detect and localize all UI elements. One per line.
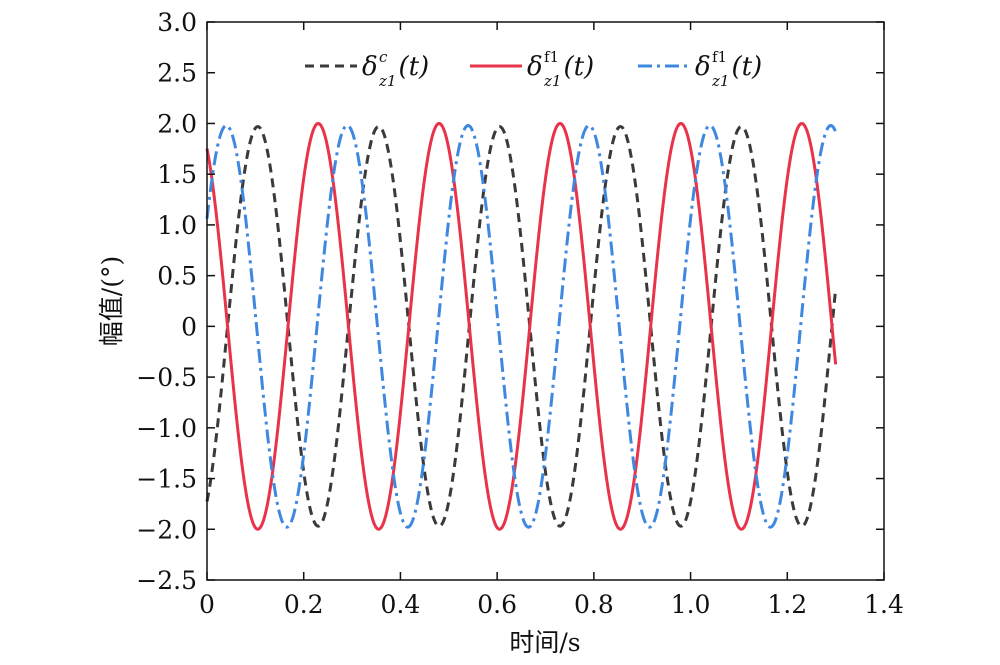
series-line-2 xyxy=(205,121,838,531)
legend-label: δf1 z1(t) xyxy=(695,48,762,90)
y-tick-label: 1.5 xyxy=(157,160,197,189)
x-tick-label: 0.2 xyxy=(284,590,324,619)
y-tick-label: 0 xyxy=(181,312,197,341)
y-tick-label: −1.5 xyxy=(136,465,197,494)
series-line-3 xyxy=(205,123,838,529)
y-tick-label: 1.0 xyxy=(157,211,197,240)
y-tick-label: 2.5 xyxy=(157,59,197,88)
x-tick-label: 1.2 xyxy=(767,590,807,619)
y-tick-label: −1.0 xyxy=(136,414,197,443)
x-tick-label: 1.0 xyxy=(671,590,711,619)
y-axis: −2.5 −2.0 −1.5 −1.0 −0.5 0 0.5 1.0 1.5 2.0 2.5 3.0 xyxy=(136,8,884,595)
x-axis: 0 0.2 0.4 0.6 0.8 1.0 1.2 1.4 xyxy=(199,22,904,619)
x-tick-label: 0.8 xyxy=(574,590,614,619)
y-tick-label: 0.5 xyxy=(157,262,197,291)
x-tick-label: 0.4 xyxy=(381,590,421,619)
x-tick-label: 0 xyxy=(199,590,215,619)
plot-frame xyxy=(206,21,885,581)
legend-label: δc z1(t) xyxy=(362,48,429,90)
y-tick-label: −2.5 xyxy=(136,566,197,595)
y-tick-label: −2.0 xyxy=(136,515,197,544)
y-tick-label: 2.0 xyxy=(157,109,197,138)
x-axis-title: 时间/s xyxy=(509,628,580,657)
x-tick-label: 0.6 xyxy=(477,590,517,619)
series-line-1 xyxy=(205,125,838,528)
y-tick-label: −0.5 xyxy=(136,363,197,392)
x-tick-label: 1.4 xyxy=(864,590,904,619)
series-layer xyxy=(205,121,838,531)
legend: δc z1(t) δf1 z1(t) δf1 z1(t) xyxy=(305,48,762,90)
y-axis-title: 幅值/(°) xyxy=(97,256,126,346)
legend-label: δf1 z1(t) xyxy=(527,48,594,90)
y-tick-label: 3.0 xyxy=(157,8,197,37)
